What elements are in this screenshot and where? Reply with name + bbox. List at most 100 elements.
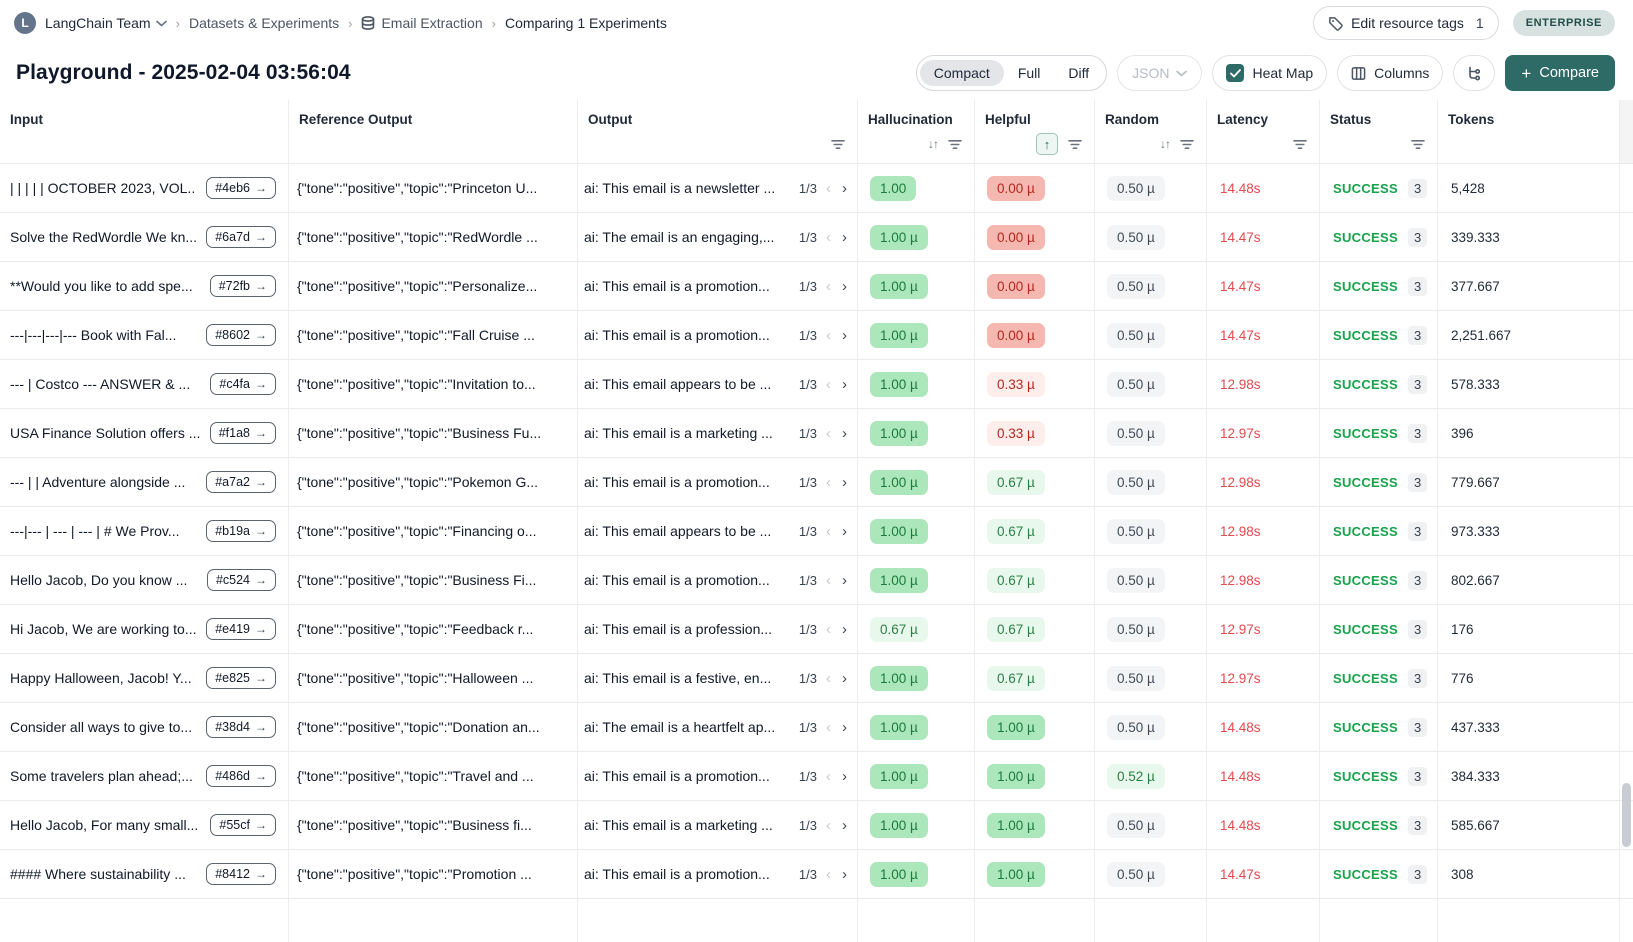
next-repetition-button[interactable]: › — [842, 620, 847, 638]
cell-hallucination: 1.00 µ — [858, 458, 975, 506]
example-id-badge[interactable]: #8412 → — [206, 863, 276, 885]
example-id-badge[interactable]: #a7a2 → — [206, 471, 276, 493]
next-repetition-button[interactable]: › — [842, 228, 847, 246]
view-mode-compact[interactable]: Compact — [919, 60, 1004, 86]
previous-repetition-button[interactable]: ‹ — [826, 228, 831, 246]
tree-view-button[interactable] — [1453, 55, 1496, 91]
compare-button[interactable]: + Compare — [1505, 55, 1615, 91]
previous-repetition-button[interactable]: ‹ — [826, 620, 831, 638]
previous-repetition-button[interactable]: ‹ — [826, 424, 831, 442]
filter-icon[interactable] — [948, 139, 962, 150]
table-row[interactable]: #### Where sustainability ... #8412 → {"ton… — [0, 849, 1633, 898]
table-row[interactable]: --- | | Adventure alongside ... #a7a2 → {"t… — [0, 457, 1633, 506]
previous-repetition-button[interactable]: ‹ — [826, 669, 831, 687]
table-row[interactable]: Hello Jacob, For many small... #55cf → {"to… — [0, 800, 1633, 849]
example-id-badge[interactable]: #6a7d → — [206, 226, 276, 248]
next-repetition-button[interactable]: › — [842, 375, 847, 393]
checkbox-checked-icon[interactable] — [1226, 64, 1245, 82]
sort-icon[interactable]: ↓↑ — [1160, 137, 1171, 151]
cell-helpful: 1.00 µ — [975, 850, 1095, 898]
breadcrumb-dataset[interactable]: Email Extraction — [361, 15, 483, 31]
previous-repetition-button[interactable]: ‹ — [826, 179, 831, 197]
random-score-badge: 0.50 µ — [1107, 273, 1165, 299]
previous-repetition-button[interactable]: ‹ — [826, 326, 831, 344]
example-id-badge[interactable]: #55cf → — [210, 814, 276, 836]
avatar[interactable]: L — [14, 12, 36, 34]
next-repetition-button[interactable]: › — [842, 816, 847, 834]
example-id-badge[interactable]: #f1a8 → — [209, 422, 276, 444]
format-select[interactable]: JSON — [1117, 55, 1203, 91]
view-mode-full[interactable]: Full — [1017, 65, 1041, 81]
previous-repetition-button[interactable]: ‹ — [826, 375, 831, 393]
filter-icon[interactable] — [831, 139, 845, 150]
cell-tokens: 973.333 — [1438, 507, 1620, 555]
table-row[interactable]: Solve the RedWordle We kn... #6a7d → {"tone… — [0, 212, 1633, 261]
previous-repetition-button[interactable]: ‹ — [826, 473, 831, 491]
hallucination-score-badge: 1.00 µ — [870, 763, 928, 789]
table-row[interactable]: --- | Costco --- ANSWER & ... #c4fa → {"ton… — [0, 359, 1633, 408]
filter-icon[interactable] — [1293, 139, 1307, 150]
example-id-badge[interactable]: #c4fa → — [210, 373, 276, 395]
previous-repetition-button[interactable]: ‹ — [826, 277, 831, 295]
example-id-badge[interactable]: #e825 → — [206, 667, 276, 689]
next-repetition-button[interactable]: › — [842, 669, 847, 687]
previous-repetition-button[interactable]: ‹ — [826, 767, 831, 785]
reference-output-text: {"tone":"positive","topic":"Halloween ..… — [297, 670, 534, 686]
example-id-badge[interactable]: #72fb → — [209, 275, 276, 297]
next-repetition-button[interactable]: › — [842, 718, 847, 736]
example-id-badge[interactable]: #486d → — [206, 765, 276, 787]
table-row[interactable]: USA Finance Solution offers ... #f1a8 → {"t… — [0, 408, 1633, 457]
example-id-badge[interactable]: #c524 → — [206, 569, 276, 591]
previous-repetition-button[interactable]: ‹ — [826, 718, 831, 736]
filter-icon[interactable] — [1068, 139, 1082, 150]
table-row[interactable]: Some travelers plan ahead;... #486d → {"ton… — [0, 751, 1633, 800]
cell-tokens: 377.667 — [1438, 262, 1620, 310]
sort-icon[interactable]: ↓↑ — [928, 137, 939, 151]
filter-icon[interactable] — [1180, 139, 1194, 150]
sort-ascending-active-icon[interactable]: ↑ — [1036, 133, 1058, 155]
table-row[interactable]: Hello Jacob, Do you know ... #c524 → {"tone… — [0, 555, 1633, 604]
table-row[interactable]: ---|---|---|--- Book with Fal... #8602 → {"… — [0, 310, 1633, 359]
previous-repetition-button[interactable]: ‹ — [826, 865, 831, 883]
helpful-score-badge: 0.00 µ — [987, 224, 1045, 250]
next-repetition-button[interactable]: › — [842, 865, 847, 883]
edit-resource-tags-button[interactable]: Edit resource tags 1 — [1313, 6, 1499, 40]
status-count-badge: 3 — [1407, 423, 1428, 443]
filter-icon[interactable] — [1411, 139, 1425, 150]
table-row[interactable]: ---|--- | --- | --- | # We Prov... #b19a →… — [0, 506, 1633, 555]
heat-map-toggle[interactable]: Heat Map — [1212, 55, 1328, 91]
cell-hallucination: 1.00 µ — [858, 654, 975, 702]
next-repetition-button[interactable]: › — [842, 326, 847, 344]
previous-repetition-button[interactable]: ‹ — [826, 571, 831, 589]
team-switcher[interactable]: LangChain Team — [45, 15, 167, 31]
column-header-random: Random ↓↑ — [1095, 100, 1207, 163]
table-row[interactable]: **Would you like to add spe... #72fb → {"to… — [0, 261, 1633, 310]
reference-output-text: {"tone":"positive","topic":"Financing o.… — [297, 523, 537, 539]
next-repetition-button[interactable]: › — [842, 424, 847, 442]
columns-button[interactable]: Columns — [1337, 55, 1444, 91]
example-id-badge[interactable]: #b19a → — [206, 520, 276, 542]
next-repetition-button[interactable]: › — [842, 277, 847, 295]
next-repetition-button[interactable]: › — [842, 767, 847, 785]
breadcrumb-datasets[interactable]: Datasets & Experiments — [188, 15, 340, 31]
next-repetition-button[interactable]: › — [842, 179, 847, 197]
next-repetition-button[interactable]: › — [842, 473, 847, 491]
table-row[interactable]: | | | | | OCTOBER 2023, VOL... #4eb6 → {"to… — [0, 163, 1633, 212]
cell-hallucination: 0.67 µ — [858, 605, 975, 653]
example-id-badge[interactable]: #8602 → — [206, 324, 276, 346]
next-repetition-button[interactable]: › — [842, 571, 847, 589]
column-header-tokens: Tokens — [1438, 100, 1620, 163]
table-row[interactable]: Hi Jacob, We are working to... #e419 → {"to… — [0, 604, 1633, 653]
example-id-badge[interactable]: #4eb6 → — [206, 177, 276, 199]
previous-repetition-button[interactable]: ‹ — [826, 816, 831, 834]
example-id-badge[interactable]: #e419 → — [206, 618, 276, 640]
cell-empty — [1438, 899, 1620, 942]
view-mode-diff[interactable]: Diff — [1068, 65, 1090, 81]
table-row[interactable]: Consider all ways to give to... #38d4 → {"t… — [0, 702, 1633, 751]
example-id-badge[interactable]: #38d4 → — [206, 716, 276, 738]
previous-repetition-button[interactable]: ‹ — [826, 522, 831, 540]
repetition-page-count: 1/3 — [798, 670, 817, 686]
vertical-scrollbar[interactable] — [1622, 783, 1631, 847]
table-row[interactable]: Happy Halloween, Jacob! Y... #e825 → {"tone… — [0, 653, 1633, 702]
next-repetition-button[interactable]: › — [842, 522, 847, 540]
